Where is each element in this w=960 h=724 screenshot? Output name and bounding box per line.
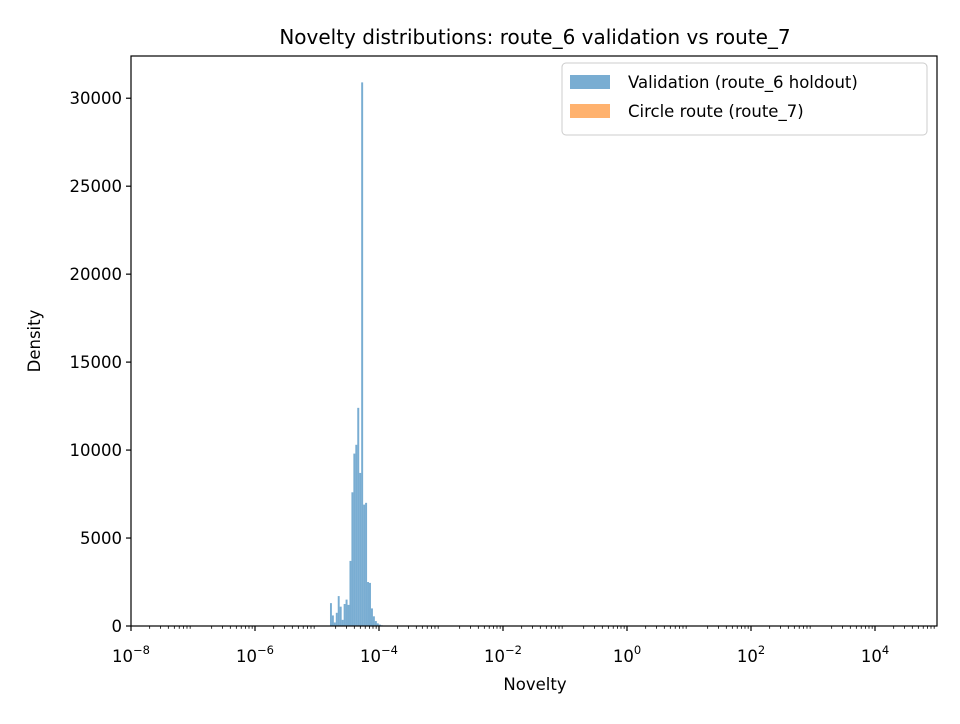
histogram-bar <box>373 616 375 626</box>
histogram-bar <box>344 604 346 626</box>
histogram-bar <box>353 454 355 626</box>
histogram-bar <box>340 607 342 626</box>
histogram-bar <box>367 582 369 626</box>
histogram-bar <box>342 620 344 626</box>
histogram-bar <box>371 608 373 626</box>
histogram-bar <box>363 505 365 626</box>
chart-title: Novelty distributions: route_6 validatio… <box>279 25 790 49</box>
histogram-bar <box>359 473 361 626</box>
y-tick-label: 10000 <box>70 441 123 460</box>
histogram-bar <box>338 596 340 626</box>
legend-swatch <box>570 75 610 89</box>
histogram-bar <box>361 82 363 626</box>
legend-label: Validation (route_6 holdout) <box>628 73 858 93</box>
y-axis-label: Density <box>25 309 44 372</box>
histogram-bar <box>349 561 351 626</box>
legend-label: Circle route (route_7) <box>628 102 804 122</box>
histogram-bar <box>357 408 359 626</box>
y-tick-label: 0 <box>112 617 123 636</box>
histogram-bar <box>365 503 367 626</box>
histogram-bar <box>369 583 371 626</box>
y-tick-label: 25000 <box>70 177 123 196</box>
legend: Validation (route_6 holdout) Circle route… <box>562 63 927 135</box>
y-tick-label: 30000 <box>70 89 123 108</box>
legend-swatch <box>570 104 610 118</box>
histogram-bar <box>355 445 357 626</box>
y-tick-label: 15000 <box>70 353 123 372</box>
x-axis-label: Novelty <box>503 675 566 694</box>
histogram-bar <box>346 600 348 626</box>
histogram-bar <box>332 615 334 626</box>
y-tick-label: 5000 <box>80 529 122 548</box>
histogram-bar <box>336 613 338 626</box>
histogram-bar <box>348 605 350 626</box>
histogram-bar <box>330 603 332 626</box>
y-tick-label: 20000 <box>70 265 123 284</box>
histogram-bar <box>375 621 377 626</box>
histogram-bar <box>351 492 353 626</box>
